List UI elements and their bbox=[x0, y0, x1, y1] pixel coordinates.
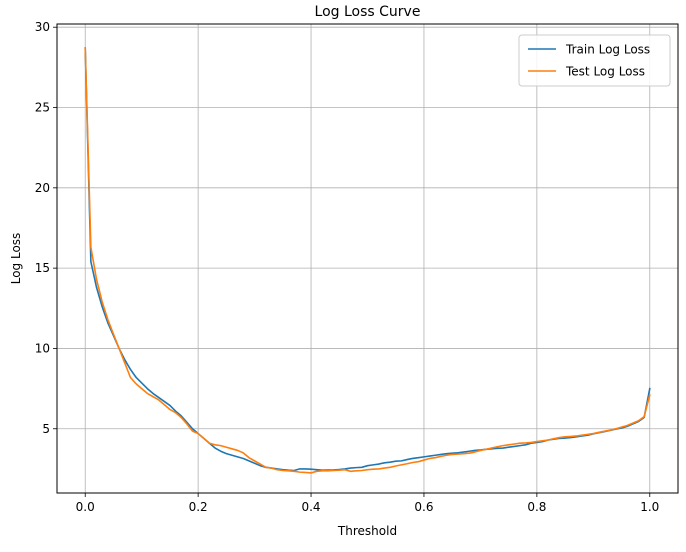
y-tick-label: 20 bbox=[35, 181, 50, 195]
y-tick-label: 5 bbox=[42, 422, 50, 436]
y-axis-ticks: 5 10 15 20 25 30 bbox=[35, 20, 57, 436]
legend-label-test: Test Log Loss bbox=[565, 65, 645, 79]
y-axis-label: Log Loss bbox=[9, 233, 23, 285]
grid-lines bbox=[57, 24, 678, 493]
chart-title: Log Loss Curve bbox=[315, 4, 421, 20]
x-tick-label: 0.6 bbox=[414, 500, 433, 514]
legend-label-train: Train Log Loss bbox=[565, 43, 650, 57]
y-tick-label: 15 bbox=[35, 261, 50, 275]
x-tick-label: 0.0 bbox=[76, 500, 95, 514]
x-tick-label: 1.0 bbox=[640, 500, 659, 514]
plot-frame bbox=[56, 23, 679, 494]
x-axis-ticks: 0.0 0.2 0.4 0.6 0.8 1.0 bbox=[76, 493, 659, 514]
y-tick-label: 25 bbox=[35, 101, 50, 115]
legend-box bbox=[518, 34, 671, 87]
x-tick-label: 0.2 bbox=[189, 500, 208, 514]
legend: Train Log Loss Test Log Loss bbox=[518, 34, 671, 87]
series-line-test bbox=[84, 47, 651, 474]
y-tick-label: 10 bbox=[35, 341, 50, 355]
x-tick-label: 0.4 bbox=[301, 500, 320, 514]
x-tick-label: 0.8 bbox=[527, 500, 546, 514]
series-lines bbox=[84, 47, 651, 474]
x-axis-label: Threshold bbox=[337, 524, 397, 538]
y-tick-label: 30 bbox=[35, 20, 50, 34]
